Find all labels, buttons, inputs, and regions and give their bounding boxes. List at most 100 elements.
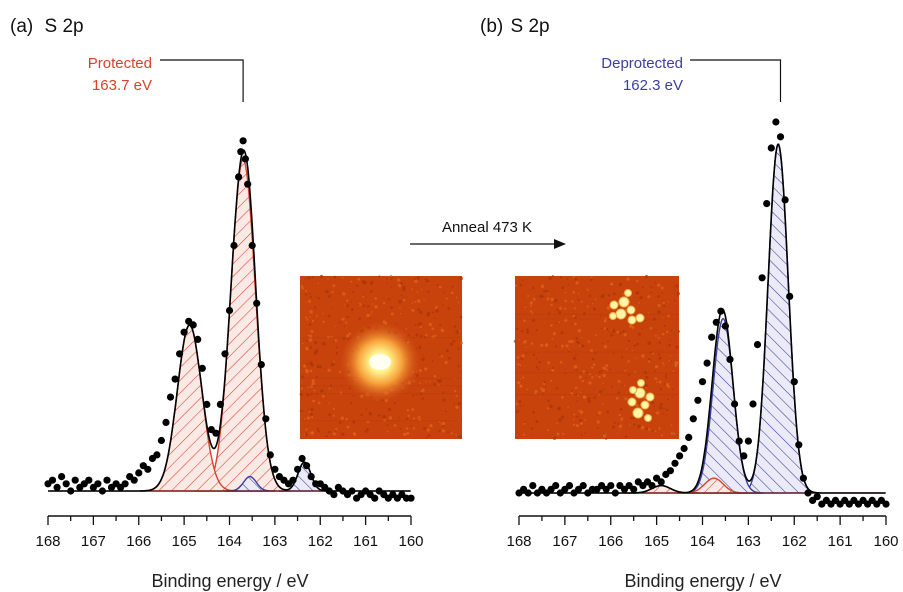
data-point (758, 274, 766, 282)
data-point (85, 476, 93, 484)
data-point (257, 361, 265, 369)
x-tick-label: 166 (126, 533, 151, 550)
data-point (717, 307, 725, 315)
data-point (749, 400, 757, 408)
data-point (607, 482, 615, 490)
stm-image-b (513, 274, 681, 441)
panel-b-xlabel: Binding energy / eV (624, 571, 781, 591)
x-tick-label: 164 (217, 533, 242, 550)
panel-b-data-points (515, 118, 890, 508)
annotation-protected-leader (160, 59, 244, 102)
data-point (203, 400, 211, 408)
data-point (680, 444, 688, 453)
data-point (882, 500, 890, 508)
data-point (721, 322, 730, 330)
data-point (671, 459, 679, 467)
data-point (703, 359, 711, 367)
data-point (790, 378, 798, 386)
data-point (694, 396, 702, 404)
data-point (630, 485, 638, 493)
data-point (162, 418, 170, 426)
panel-a-xlabel: Binding energy / eV (151, 571, 308, 591)
data-point (698, 378, 707, 386)
x-tick-label: 168 (506, 533, 531, 550)
x-tick-label: 163 (736, 533, 761, 550)
data-point (266, 451, 274, 459)
data-point (307, 473, 315, 481)
x-tick-label: 164 (690, 533, 715, 550)
data-point (648, 482, 656, 490)
data-point (740, 452, 748, 460)
panel-b-x-axis: 168 167 166 165 164 163 162 161 160 (506, 515, 899, 550)
data-point (666, 467, 675, 475)
data-point (579, 482, 587, 490)
data-point (685, 433, 693, 441)
data-point (244, 180, 252, 188)
data-point (98, 487, 106, 495)
x-tick-label: 166 (598, 533, 623, 550)
data-point (371, 494, 379, 502)
data-point (804, 489, 812, 497)
data-point (524, 489, 532, 497)
data-point (157, 436, 165, 445)
data-point (153, 451, 161, 459)
annotation-protected-label: Protected (88, 55, 152, 72)
x-tick-label: 161 (828, 533, 853, 550)
data-point (235, 173, 243, 181)
data-point (53, 483, 61, 491)
annotation-protected-energy: 163.7 eV (92, 77, 152, 94)
x-tick-label: 165 (172, 533, 197, 550)
panel-a-x-axis: 168 167 166 165 164 163 162 161 160 (35, 515, 424, 550)
x-tick-label: 160 (873, 533, 898, 550)
annotation-deprotected-energy: 162.3 eV (623, 77, 683, 94)
data-point (216, 400, 224, 408)
panel-a-data-points (44, 137, 415, 502)
data-point (552, 482, 560, 490)
data-point (731, 400, 739, 408)
data-point (330, 491, 338, 499)
panel-a-annotation: Protected 163.7 eV (88, 55, 244, 102)
data-point (753, 341, 762, 349)
x-tick-label: 162 (308, 533, 333, 550)
x-tick-label: 161 (353, 533, 378, 550)
panel-b: (b) S 2p 168 167 166 165 164 163 162 161 160 Bin… (480, 16, 899, 591)
anneal-arrow: Anneal 473 K (410, 219, 566, 249)
data-point (565, 482, 574, 490)
data-point (180, 328, 188, 336)
x-tick-label: 162 (782, 533, 807, 550)
data-point (230, 241, 238, 250)
panel-b-label: (b) S 2p (480, 16, 550, 37)
data-point (676, 452, 684, 460)
data-point (611, 489, 619, 497)
data-point (198, 364, 206, 372)
data-point (529, 482, 537, 490)
data-point (772, 118, 780, 126)
annotation-deprotected-leader (690, 59, 782, 102)
data-point (253, 299, 261, 307)
peak-deprotected-2p1-2 (682, 317, 764, 494)
data-point (171, 375, 179, 383)
data-point (786, 292, 794, 300)
data-point (130, 476, 138, 484)
data-point (103, 476, 111, 484)
stm-molecule-bottom (627, 379, 655, 422)
data-point (225, 306, 234, 315)
data-point (348, 487, 356, 495)
data-point (289, 476, 297, 484)
data-point (744, 437, 753, 445)
panel-b-fit (519, 143, 886, 494)
data-point (194, 335, 202, 343)
stm-image-a (299, 274, 464, 439)
x-tick-label: 163 (262, 533, 287, 550)
data-point (189, 321, 197, 329)
data-point (799, 474, 808, 482)
data-point (689, 415, 697, 423)
data-point (298, 454, 306, 463)
data-point (303, 462, 311, 470)
data-point (212, 429, 220, 437)
data-point (813, 493, 821, 501)
data-point (62, 480, 70, 488)
data-point (221, 350, 229, 358)
data-point (657, 478, 665, 486)
